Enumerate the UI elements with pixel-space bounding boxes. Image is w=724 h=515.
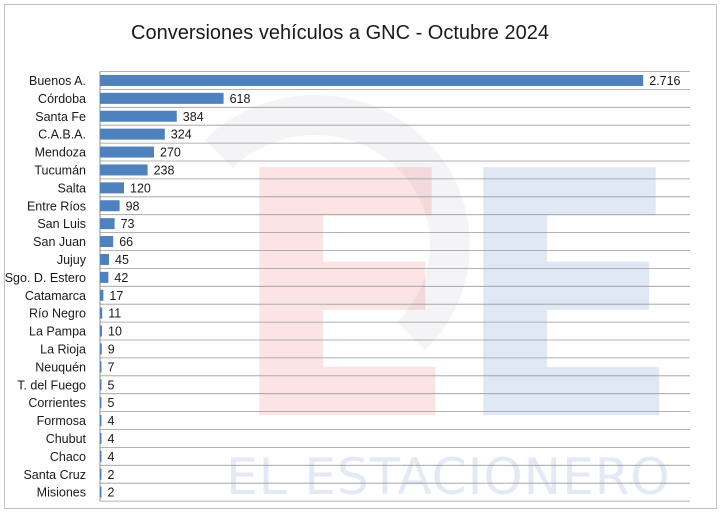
category-label: Chubut <box>46 432 87 446</box>
data-label: 11 <box>108 307 121 321</box>
category-label: Salta <box>58 181 87 195</box>
data-label: 98 <box>126 199 140 213</box>
chart-frame <box>4 4 717 509</box>
bar <box>100 218 115 230</box>
data-label: 42 <box>114 271 128 285</box>
bar <box>100 128 165 140</box>
bar <box>100 200 120 212</box>
data-label: 5 <box>108 396 115 410</box>
bar <box>100 325 102 337</box>
data-label: 9 <box>108 342 115 356</box>
bar <box>100 343 102 355</box>
data-label: 7 <box>108 360 115 374</box>
category-label: Sgo. D. Estero <box>5 271 86 285</box>
data-label: 45 <box>115 253 129 267</box>
watermark-text: EL ESTACIONERO <box>226 448 671 506</box>
data-label: 10 <box>108 325 122 339</box>
data-label: 66 <box>119 235 133 249</box>
category-label: Mendoza <box>35 146 86 160</box>
category-label: Corrientes <box>28 396 86 410</box>
bar <box>100 397 102 409</box>
category-label: Jujuy <box>57 253 87 267</box>
data-label: 4 <box>108 414 115 428</box>
category-label: Formosa <box>37 414 86 428</box>
category-label: Santa Fe <box>35 110 86 124</box>
category-label: Catamarca <box>25 289 86 303</box>
bar <box>100 110 177 122</box>
bar <box>100 289 104 301</box>
bar <box>100 432 102 444</box>
bar <box>100 307 103 319</box>
category-label: La Pampa <box>29 325 86 339</box>
bar <box>100 468 102 480</box>
data-label: 270 <box>160 146 181 160</box>
category-label: T. del Fuego <box>17 378 86 392</box>
category-label: Neuquén <box>35 360 86 374</box>
bar <box>100 379 102 391</box>
bar <box>100 182 124 194</box>
data-label: 5 <box>108 378 115 392</box>
data-label: 120 <box>130 181 151 195</box>
data-label: 238 <box>154 163 175 177</box>
category-label: Misiones <box>37 486 86 500</box>
bar <box>100 486 102 498</box>
category-label: La Rioja <box>40 342 86 356</box>
bar <box>100 236 114 248</box>
category-label: San Luis <box>37 217 86 231</box>
category-label: Tucumán <box>34 163 86 177</box>
category-label: Buenos A. <box>29 74 86 88</box>
category-label: San Juan <box>33 235 86 249</box>
bar <box>100 92 224 104</box>
data-label: 4 <box>108 432 115 446</box>
bar <box>100 74 644 86</box>
category-label: Córdoba <box>38 92 86 106</box>
bar <box>100 415 102 427</box>
bar <box>100 164 148 176</box>
category-label: Río Negro <box>29 307 86 321</box>
data-label: 4 <box>108 450 115 464</box>
data-label: 73 <box>121 217 135 231</box>
data-label: 2 <box>108 486 115 500</box>
bar <box>100 361 102 373</box>
data-label: 2.716 <box>649 74 680 88</box>
chart-title: Conversiones vehículos a GNC - Octubre 2… <box>131 22 549 44</box>
category-label: C.A.B.A. <box>38 128 86 142</box>
data-label: 17 <box>109 289 123 303</box>
data-label: 384 <box>183 110 204 124</box>
bar <box>100 146 154 158</box>
category-label: Santa Cruz <box>23 468 86 482</box>
category-label: Entre Ríos <box>27 199 86 213</box>
data-label: 324 <box>171 128 192 142</box>
bar <box>100 253 109 265</box>
data-label: 618 <box>230 92 251 106</box>
category-label: Chaco <box>50 450 86 464</box>
bar <box>100 450 102 462</box>
data-label: 2 <box>108 468 115 482</box>
bar <box>100 271 109 283</box>
